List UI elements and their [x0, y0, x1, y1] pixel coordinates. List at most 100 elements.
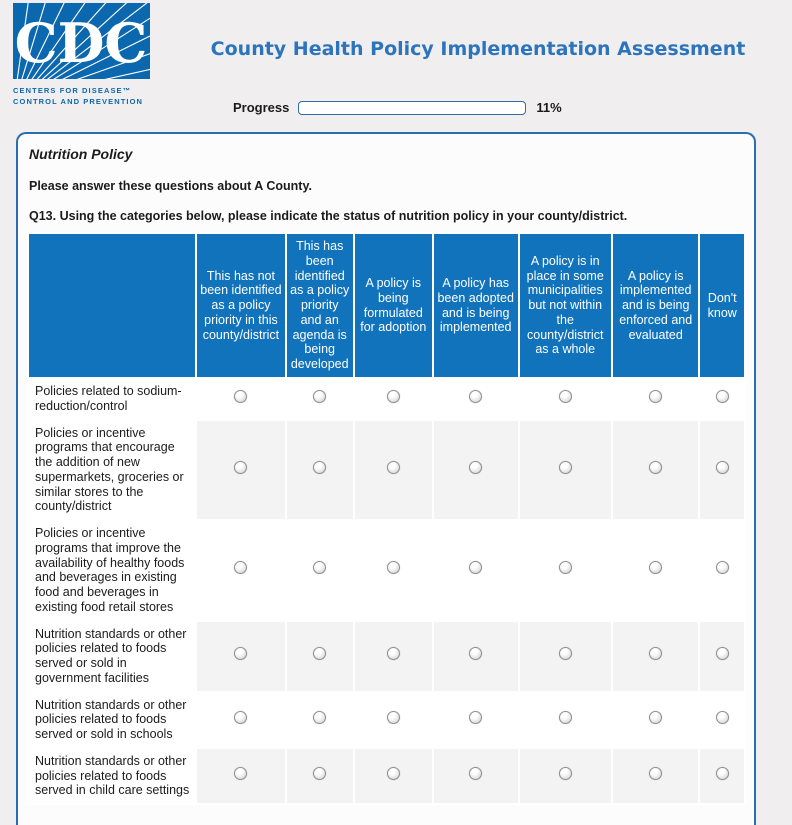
answer-cell — [354, 379, 432, 419]
radio-row1-col4[interactable] — [469, 389, 483, 403]
radio-row4-col3[interactable] — [386, 647, 400, 660]
answer-cell — [700, 420, 744, 519]
answer-cell — [519, 379, 611, 419]
answer-cell — [197, 621, 285, 691]
radio-row2-col5[interactable] — [558, 460, 572, 474]
answer-cell — [197, 692, 285, 747]
radio-row3-col3[interactable] — [386, 561, 400, 575]
radio-row2-col4[interactable] — [469, 460, 483, 474]
radio-row1-col3[interactable] — [386, 389, 400, 403]
answer-cell — [700, 521, 744, 620]
radio-row1-col2[interactable] — [313, 389, 327, 403]
radio-row2-col3[interactable] — [386, 460, 400, 474]
survey-panel: Nutrition Policy Please answer these que… — [16, 132, 756, 825]
radio-row6-col1[interactable] — [234, 766, 248, 780]
table-header-row: This has not been identified as a policy… — [29, 234, 744, 377]
radio-row4-col7[interactable] — [715, 647, 729, 660]
radio-row4-col4[interactable] — [469, 647, 483, 660]
radio-row4-col5[interactable] — [558, 647, 572, 660]
page-title: County Health Policy Implementation Asse… — [210, 38, 746, 60]
radio-row5-col5[interactable] — [558, 710, 572, 724]
table-row: Policies related to sodium-reduction/con… — [29, 379, 744, 419]
radio-row5-col1[interactable] — [234, 710, 248, 724]
answer-cell — [286, 692, 353, 747]
radio-row6-col2[interactable] — [313, 766, 327, 780]
radio-row5-col3[interactable] — [386, 710, 400, 724]
question-text: Q13. Using the categories below, please … — [29, 209, 746, 223]
radio-row3-col5[interactable] — [558, 561, 572, 575]
answer-cell — [612, 521, 699, 620]
answer-cell — [286, 521, 353, 620]
answer-cell — [354, 521, 432, 620]
q13-matrix-table: This has not been identified as a policy… — [27, 232, 746, 805]
column-header-4: A policy has been adopted and is being i… — [433, 234, 518, 377]
progress-label: Progress — [233, 100, 290, 115]
question-number: Q13. — [29, 209, 57, 223]
cdc-logo-icon: CDC — [13, 0, 153, 96]
radio-row6-col5[interactable] — [558, 766, 572, 780]
radio-row1-col1[interactable] — [234, 389, 248, 403]
radio-row2-col6[interactable] — [649, 460, 663, 474]
table-row: Nutrition standards or other policies re… — [29, 621, 744, 691]
answer-cell — [286, 621, 353, 691]
radio-row2-col2[interactable] — [313, 460, 327, 474]
corner-cell — [29, 234, 196, 377]
answer-cell — [519, 692, 611, 747]
table-row: Nutrition standards or other policies re… — [29, 692, 744, 747]
answer-cell — [197, 379, 285, 419]
radio-row5-col2[interactable] — [313, 710, 327, 724]
answer-cell — [519, 521, 611, 620]
answer-cell — [433, 521, 518, 620]
answer-cell — [519, 420, 611, 519]
answer-cell — [700, 748, 744, 803]
radio-row2-col1[interactable] — [234, 460, 248, 474]
answer-cell — [612, 379, 699, 419]
radio-row1-col5[interactable] — [558, 389, 572, 403]
answer-cell — [519, 748, 611, 803]
radio-row4-col2[interactable] — [313, 647, 327, 660]
radio-row3-col1[interactable] — [234, 561, 248, 575]
question-body: Using the categories below, please indic… — [59, 209, 628, 223]
column-header-1: This has not been identified as a policy… — [197, 234, 285, 377]
answer-cell — [433, 420, 518, 519]
cdc-acronym: CDC — [15, 11, 148, 75]
page-header: CDC CENTERS FOR DISEASE™ CONTROL AND PRE… — [0, 0, 792, 132]
progress-bar: Progress 11% — [233, 100, 562, 115]
section-title: Nutrition Policy — [29, 146, 133, 162]
radio-row5-col4[interactable] — [469, 710, 483, 724]
radio-row5-col6[interactable] — [649, 710, 663, 724]
radio-row2-col7[interactable] — [715, 460, 729, 474]
radio-row3-col2[interactable] — [313, 561, 327, 575]
radio-row6-col4[interactable] — [469, 766, 483, 780]
radio-row3-col4[interactable] — [469, 561, 483, 575]
answer-cell — [354, 621, 432, 691]
radio-row3-col7[interactable] — [715, 561, 729, 575]
column-header-6: A policy is implemented and is being enf… — [612, 234, 699, 377]
answer-cell — [700, 692, 744, 747]
radio-row4-col1[interactable] — [234, 647, 248, 660]
answer-cell — [286, 748, 353, 803]
progress-percent: 11% — [536, 100, 562, 115]
row-label: Policies related to sodium-reduction/con… — [29, 379, 196, 419]
table-row: Policies or incentive programs that enco… — [29, 420, 744, 519]
radio-row1-col6[interactable] — [649, 389, 663, 403]
progress-track — [298, 100, 527, 115]
radio-row3-col6[interactable] — [649, 561, 663, 575]
radio-row6-col6[interactable] — [649, 766, 663, 780]
answer-cell — [612, 420, 699, 519]
radio-row6-col3[interactable] — [386, 766, 400, 780]
radio-row5-col7[interactable] — [715, 710, 729, 724]
column-header-3: A policy is being formulated for adoptio… — [354, 234, 432, 377]
radio-row1-col7[interactable] — [715, 389, 729, 403]
answer-cell — [433, 692, 518, 747]
radio-row4-col6[interactable] — [649, 647, 663, 660]
cdc-caption-line2: CONTROL AND PREVENTION — [13, 97, 144, 107]
table-row: Policies or incentive programs that impr… — [29, 521, 744, 620]
table-row: Nutrition standards or other policies re… — [29, 748, 744, 803]
row-label: Nutrition standards or other policies re… — [29, 621, 196, 691]
answer-cell — [700, 621, 744, 691]
intro-text: Please answer these questions about A Co… — [29, 179, 312, 193]
answer-cell — [197, 420, 285, 519]
column-header-7: Don't know — [700, 234, 744, 377]
radio-row6-col7[interactable] — [715, 766, 729, 780]
